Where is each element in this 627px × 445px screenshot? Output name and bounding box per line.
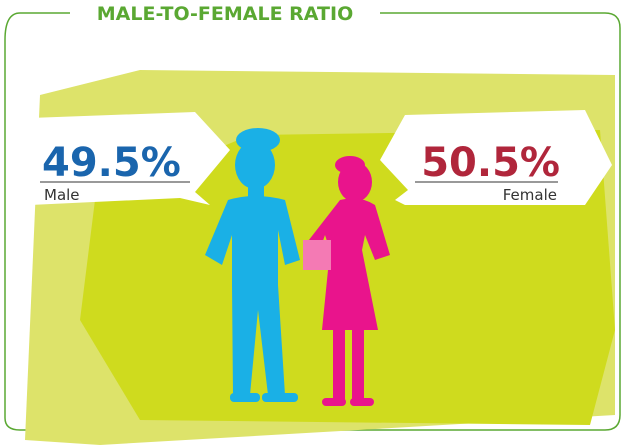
title: MALE-TO-FEMALE RATIO — [97, 3, 353, 25]
female-label: Female — [503, 186, 557, 204]
infographic: MALE-TO-FEMALE RATIO 49.5% Male 50.5% Fe… — [0, 0, 627, 445]
male-label: Male — [44, 186, 80, 204]
male-percent: 49.5% — [42, 140, 181, 186]
female-percent: 50.5% — [421, 140, 560, 186]
